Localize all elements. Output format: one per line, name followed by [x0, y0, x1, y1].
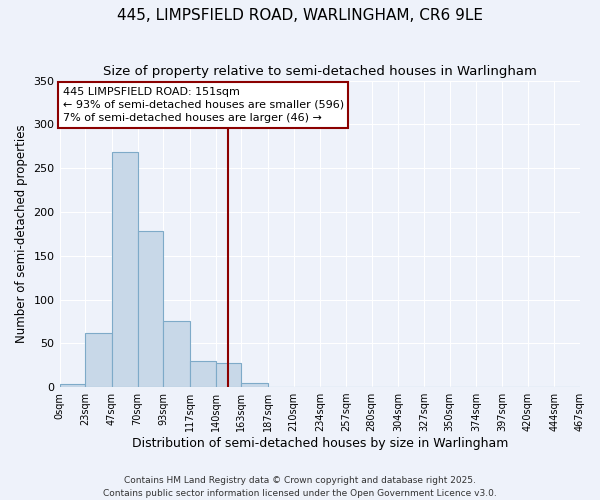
Bar [190, 361, 215, 387]
X-axis label: Distribution of semi-detached houses by size in Warlingham: Distribution of semi-detached houses by … [131, 437, 508, 450]
Text: Contains HM Land Registry data © Crown copyright and database right 2025.
Contai: Contains HM Land Registry data © Crown c… [103, 476, 497, 498]
Bar [112, 152, 137, 387]
Bar [163, 322, 190, 387]
Bar [241, 382, 268, 387]
Bar [137, 231, 163, 387]
Bar [85, 333, 112, 387]
Bar [59, 384, 85, 387]
Bar [215, 362, 241, 387]
Title: Size of property relative to semi-detached houses in Warlingham: Size of property relative to semi-detach… [103, 65, 537, 78]
Y-axis label: Number of semi-detached properties: Number of semi-detached properties [15, 124, 28, 343]
Text: 445 LIMPSFIELD ROAD: 151sqm
← 93% of semi-detached houses are smaller (596)
7% o: 445 LIMPSFIELD ROAD: 151sqm ← 93% of sem… [63, 86, 344, 123]
Text: 445, LIMPSFIELD ROAD, WARLINGHAM, CR6 9LE: 445, LIMPSFIELD ROAD, WARLINGHAM, CR6 9L… [117, 8, 483, 22]
